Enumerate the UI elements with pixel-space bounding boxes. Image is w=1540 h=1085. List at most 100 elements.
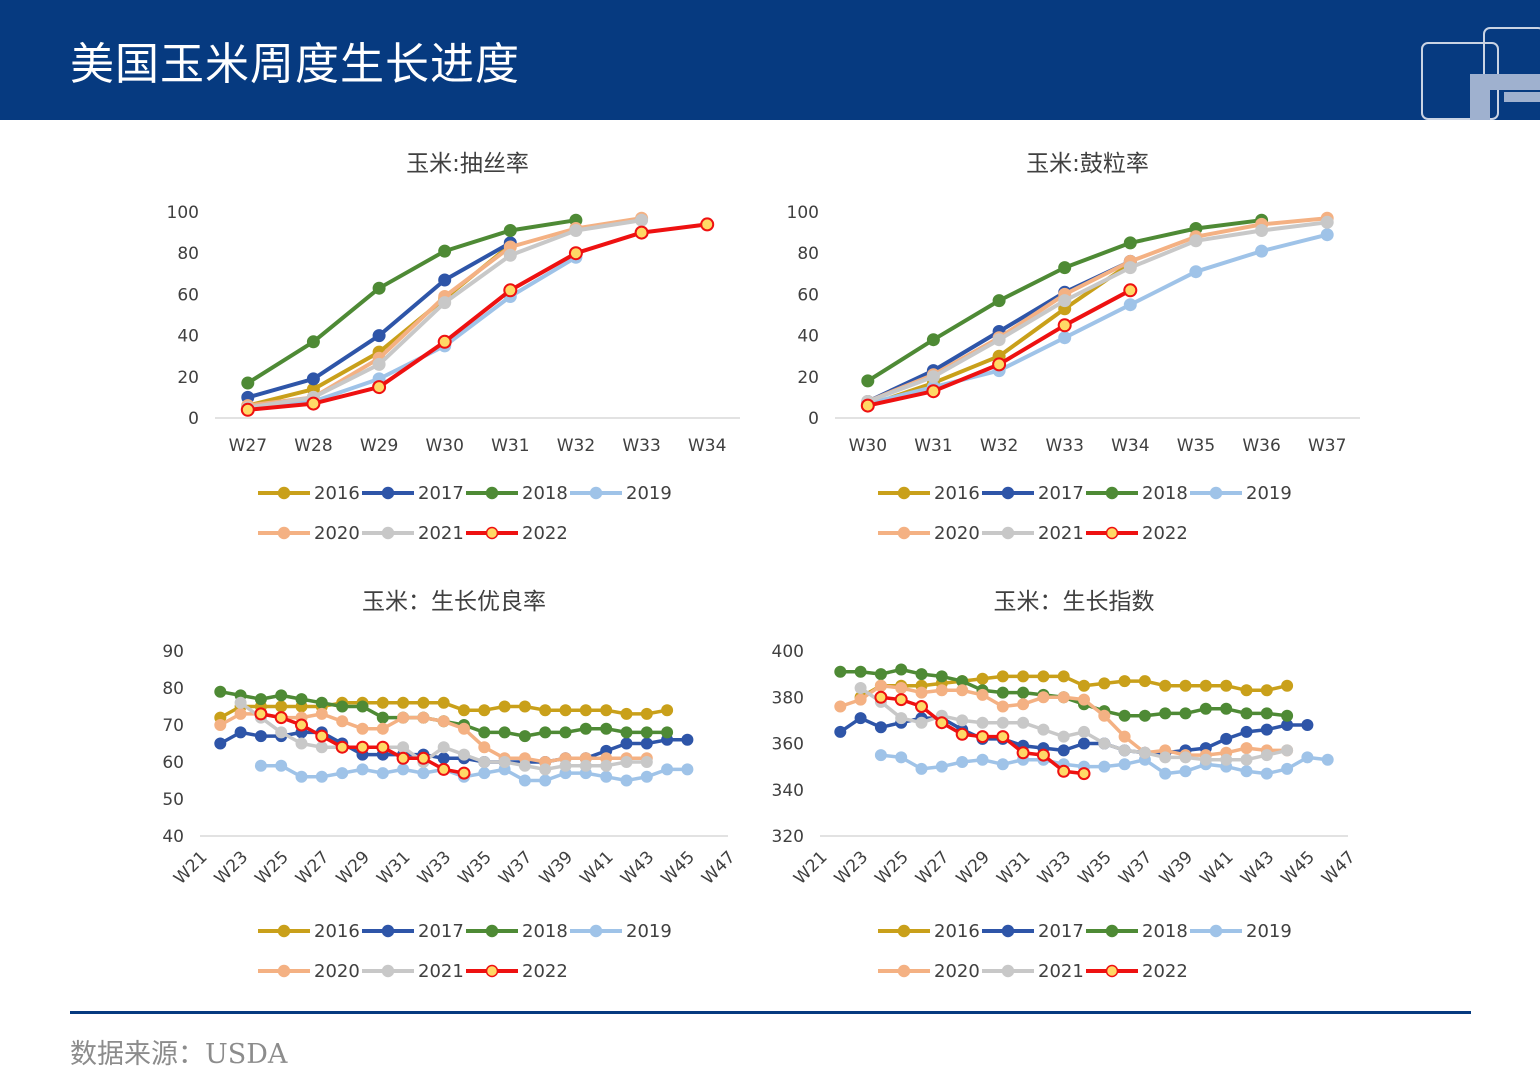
x-tick-label: W35 [455, 847, 496, 888]
brand-logo [1421, 27, 1540, 120]
data-point-2018 [834, 665, 847, 678]
x-tick-label: W31 [373, 847, 414, 888]
chart-silking-rate-svg: 玉米:抽丝率 0 20 40 60 80 100 W27 W28 W29 W30 W31 W32 W33 W… [167, 151, 740, 544]
data-point-2022 [1016, 746, 1030, 760]
data-point-2018 [478, 726, 491, 739]
legend-label-2022: 2022 [522, 961, 568, 982]
data-point-2019 [661, 763, 674, 776]
data-point-2020 [437, 715, 450, 728]
data-point-2022 [315, 729, 329, 743]
data-point-2018 [640, 726, 653, 739]
data-point-2020 [834, 700, 847, 713]
legend-marker-2017 [381, 924, 395, 938]
legend-label-2019: 2019 [626, 921, 672, 942]
legend-label-2016: 2016 [934, 483, 980, 504]
data-point-2019 [336, 767, 349, 780]
data-point-2017 [306, 372, 320, 386]
y-tick-label: 0 [808, 409, 819, 429]
data-point-2017 [438, 273, 452, 287]
data-point-2019 [315, 770, 328, 783]
legend-label-2017: 2017 [418, 483, 464, 504]
data-point-2016 [1159, 679, 1172, 692]
y-tick-label: 60 [797, 285, 819, 305]
data-point-2019 [915, 762, 928, 775]
data-point-2022 [416, 751, 430, 765]
x-tick-label: W34 [688, 436, 726, 456]
y-tick-label: 60 [162, 753, 184, 773]
y-tick-label: 40 [162, 827, 184, 847]
x-tick-label: W33 [1034, 847, 1075, 888]
data-point-2020 [315, 707, 328, 720]
data-point-2022 [376, 740, 390, 754]
x-tick-label: W37 [1115, 847, 1156, 888]
data-point-2019 [254, 759, 267, 772]
legend-label-2021: 2021 [1038, 523, 1084, 544]
data-point-2021 [1159, 751, 1172, 764]
data-point-2019 [976, 753, 989, 766]
data-point-2022 [437, 334, 452, 349]
data-point-2020 [915, 686, 928, 699]
data-point-2018 [241, 376, 255, 390]
data-point-2022 [503, 283, 518, 298]
chart-growth-index-svg: 玉米：生长指数 320 340 360 380 400 W21 W23 W25 W27 W29 W31… [772, 589, 1360, 982]
y-tick-label: 80 [177, 244, 199, 264]
legend-marker-2018 [485, 486, 499, 500]
x-tick-label: W47 [1318, 847, 1359, 888]
x-tick-label: W37 [1308, 436, 1346, 456]
data-point-2018 [336, 700, 349, 713]
legend-marker-2022 [1105, 964, 1119, 978]
data-point-2019 [1240, 765, 1253, 778]
x-tick-label: W33 [414, 847, 455, 888]
data-point-2020 [478, 741, 491, 754]
data-point-2018 [1260, 707, 1273, 720]
y-tick-label: 80 [797, 244, 819, 264]
data-point-2017 [214, 737, 227, 750]
x-tick-label: W47 [698, 847, 739, 888]
data-point-2022 [295, 718, 308, 732]
chart-silking-rate: 玉米:抽丝率 0 20 40 60 80 100 W27 W28 W29 W30 W31 W32 W33 W… [150, 135, 770, 569]
y-tick-label: 100 [787, 203, 819, 223]
legend-label-2018: 2018 [522, 921, 568, 942]
data-point-2019 [356, 763, 369, 776]
data-point-2019 [1255, 244, 1269, 258]
data-point-2021 [1098, 737, 1111, 750]
data-point-2018 [1281, 709, 1294, 722]
series-line-2021 [867, 220, 1328, 404]
x-tick-label: W29 [333, 847, 374, 888]
data-point-2021 [539, 763, 552, 776]
x-tick-label: W45 [1278, 847, 1319, 888]
series-line-2018 [246, 218, 577, 385]
x-tick-label: W29 [360, 436, 398, 456]
legend-marker-2017 [1001, 924, 1015, 938]
data-point-2021 [1118, 744, 1131, 757]
data-point-2017 [834, 725, 847, 738]
data-point-2021 [1320, 215, 1334, 229]
data-point-2019 [539, 774, 552, 787]
data-point-2019 [895, 751, 908, 764]
data-point-2020 [1118, 730, 1131, 743]
data-point-2021 [1058, 294, 1072, 308]
legend-marker-2019 [1209, 924, 1223, 938]
data-point-2020 [397, 711, 410, 724]
y-tick-label: 320 [772, 827, 804, 847]
x-tick-label: W30 [425, 436, 463, 456]
data-point-2016 [1037, 670, 1050, 683]
legend-marker-2021 [381, 526, 395, 540]
data-point-2019 [376, 767, 389, 780]
x-tick-label: W27 [912, 847, 953, 888]
data-point-2016 [518, 700, 531, 713]
data-point-2021 [503, 248, 517, 262]
legend-label-2020: 2020 [934, 523, 980, 544]
y-tick-label: 50 [162, 790, 184, 810]
data-point-2019 [1320, 228, 1334, 242]
data-point-2019 [1118, 758, 1131, 771]
y-tick-label: 80 [162, 679, 184, 699]
legend-label-2022: 2022 [1142, 961, 1188, 982]
data-point-2021 [926, 370, 940, 384]
data-point-2017 [874, 721, 887, 734]
data-point-2019 [1098, 760, 1111, 773]
x-tick-label: W25 [871, 847, 912, 888]
data-point-2016 [620, 707, 633, 720]
legend-marker-2018 [485, 924, 499, 938]
